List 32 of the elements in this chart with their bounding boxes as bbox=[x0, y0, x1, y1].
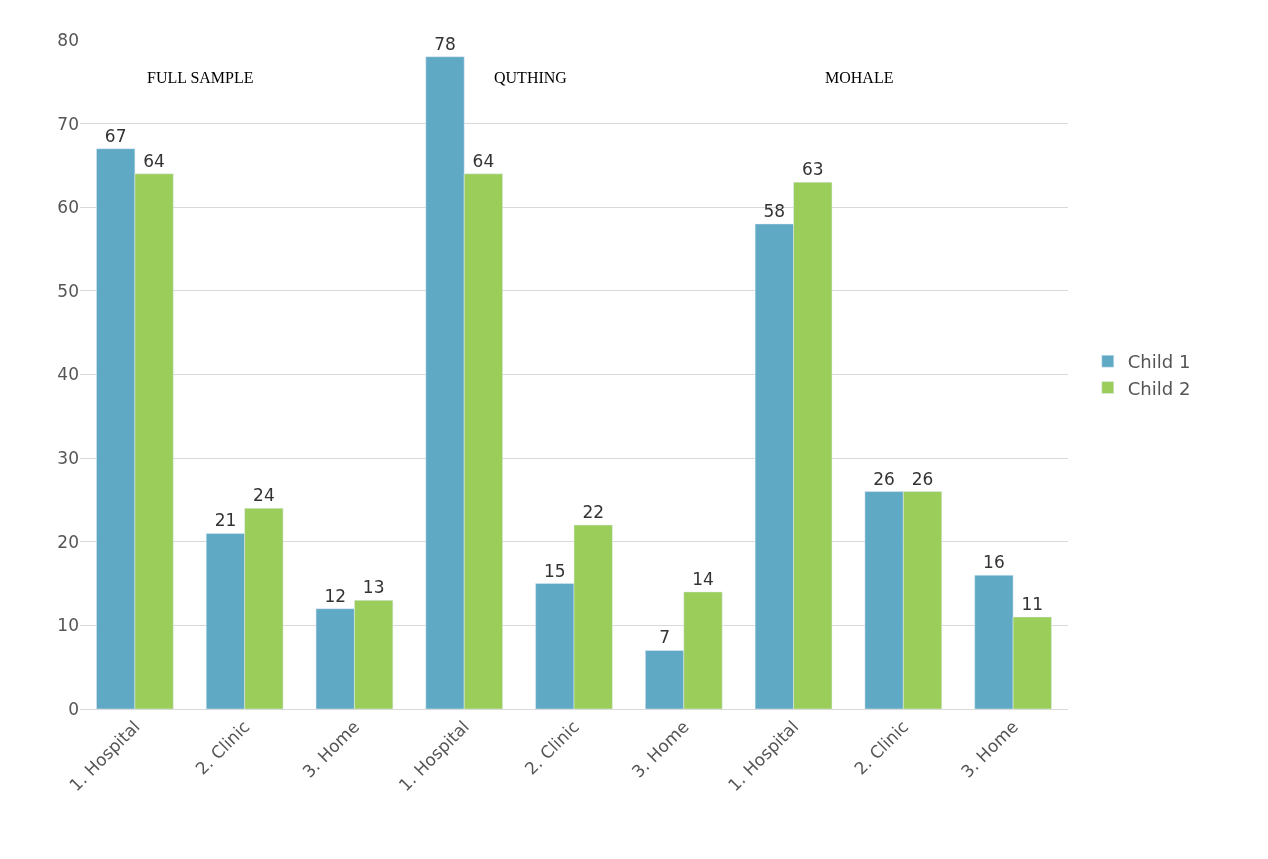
y-tick-label: 70 bbox=[57, 113, 79, 134]
y-tick-label: 30 bbox=[57, 448, 79, 469]
data-label: 7 bbox=[659, 627, 670, 648]
data-label: 64 bbox=[472, 150, 495, 171]
legend-label: Child 1 bbox=[1127, 351, 1191, 373]
data-label: 16 bbox=[983, 552, 1005, 573]
data-label: 26 bbox=[911, 468, 934, 489]
data-label: 15 bbox=[543, 560, 566, 581]
data-label: 14 bbox=[692, 568, 714, 589]
y-tick-label: 60 bbox=[57, 197, 79, 218]
data-label: 78 bbox=[434, 33, 456, 54]
data-label: 12 bbox=[324, 585, 347, 606]
data-label: 63 bbox=[801, 159, 824, 180]
y-tick-label: 20 bbox=[57, 531, 79, 552]
y-tick-label: 0 bbox=[68, 698, 79, 719]
data-label: 67 bbox=[104, 125, 127, 146]
data-label: 22 bbox=[582, 502, 605, 523]
data-label: 13 bbox=[362, 577, 385, 598]
data-label: 24 bbox=[253, 485, 275, 506]
legend-label: Child 2 bbox=[1127, 377, 1191, 399]
y-tick-label: 50 bbox=[57, 280, 79, 301]
data-label: 58 bbox=[763, 200, 786, 221]
y-tick-label: 10 bbox=[57, 615, 79, 636]
annotation: FULL SAMPLE bbox=[147, 69, 254, 86]
y-tick-label: 40 bbox=[57, 364, 79, 385]
data-label: 11 bbox=[1021, 594, 1044, 615]
data-label: 26 bbox=[873, 468, 895, 489]
data-label: 21 bbox=[214, 510, 237, 531]
annotation: MOHALE bbox=[825, 69, 894, 86]
data-label: 64 bbox=[143, 150, 165, 171]
y-tick-label: 80 bbox=[57, 29, 79, 50]
annotation: QUTHING bbox=[494, 69, 568, 86]
